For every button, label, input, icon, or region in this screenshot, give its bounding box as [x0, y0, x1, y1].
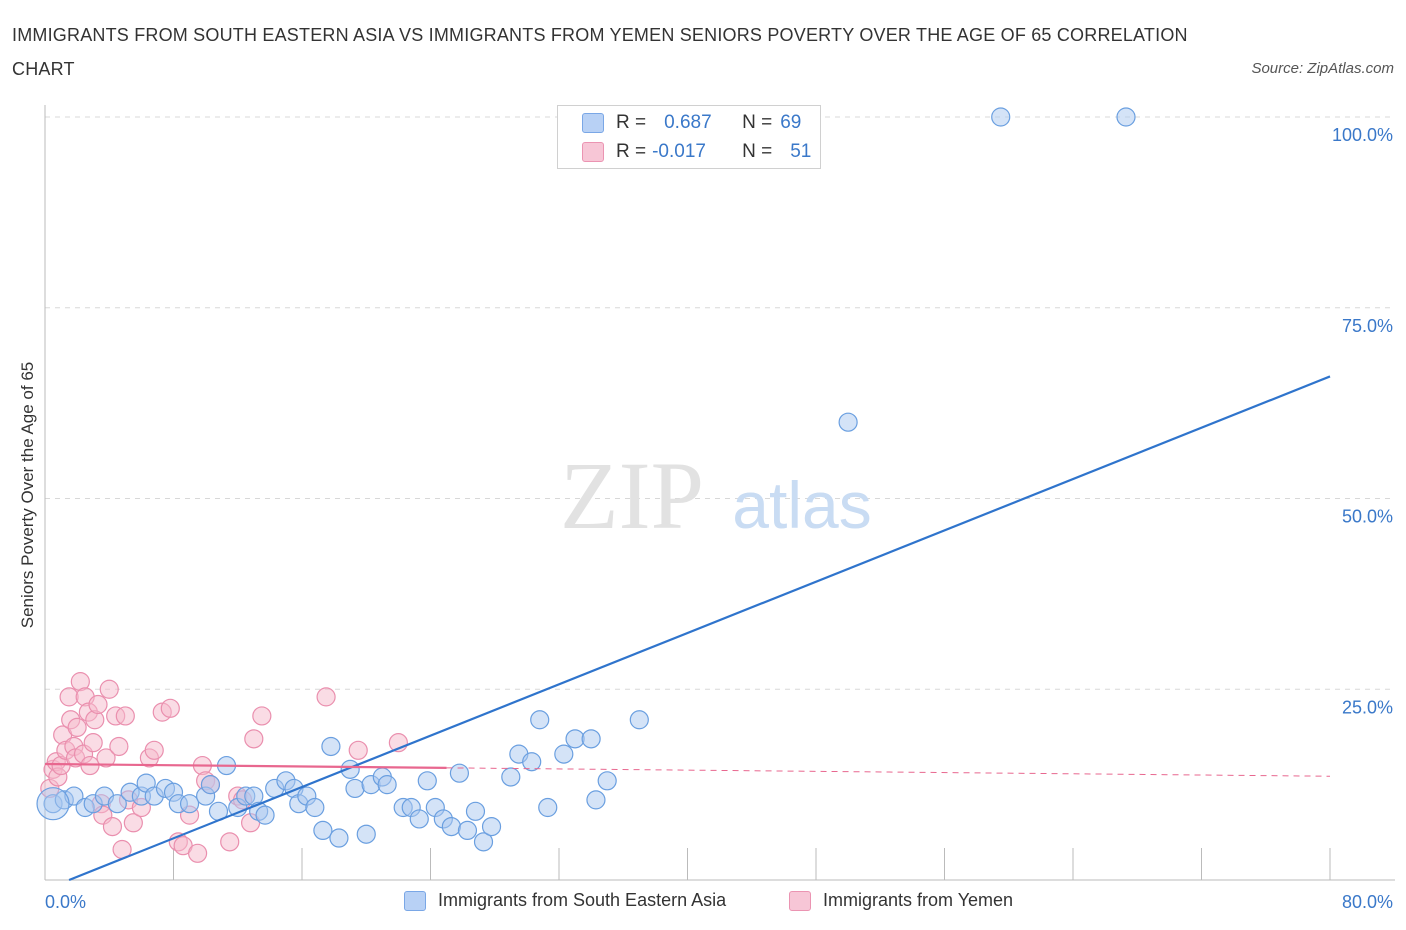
- sea-point-31: [321, 736, 341, 757]
- sea-point-56: [554, 744, 574, 764]
- yemen-point-11: [67, 717, 87, 738]
- legend-r-value-blue: 0.687: [664, 112, 712, 133]
- sea-point-16: [200, 775, 221, 795]
- source-label: Source: ZipAtlas.com: [1251, 60, 1394, 77]
- sea-point-60: [597, 771, 617, 791]
- trend-line-yemen-solid: [44, 762, 447, 769]
- series-legend-swatch-pink: [789, 890, 811, 911]
- axes: [44, 105, 1395, 881]
- watermark: ZIP atlas: [560, 442, 872, 549]
- legend-r-value-pink: -0.017: [652, 141, 706, 162]
- sea-point-38: [377, 775, 397, 795]
- legend-swatch-blue: [582, 113, 604, 133]
- sea-point-53: [522, 752, 542, 772]
- legend-row-pink: R = -0.017 N = 51: [582, 138, 811, 166]
- trend-line-sea: [68, 375, 1331, 882]
- tick-labels: 25.0% 50.0% 75.0% 100.0% 0.0% 80.0%: [45, 125, 1393, 912]
- yemen-point-49: [316, 687, 336, 707]
- yemen-point-17: [83, 733, 103, 753]
- legend-n-label-pink: N =: [742, 141, 773, 162]
- grid-lines: [45, 116, 1395, 690]
- sea-point-41: [409, 809, 429, 829]
- sea-point-55: [538, 797, 558, 818]
- yemen-point-43: [220, 832, 240, 852]
- sea-point-30: [313, 820, 333, 841]
- sea-point-49: [473, 832, 494, 852]
- yemen-point-26: [109, 736, 129, 757]
- sea-point-48: [465, 801, 486, 821]
- sea-point-cluster: [36, 787, 70, 821]
- series-legend: Immigrants from South Eastern Asia Immig…: [0, 890, 1406, 914]
- trend-line-yemen-dashed: [446, 767, 1331, 777]
- sea-point-14: [179, 794, 200, 814]
- series-legend-item-pink: Immigrants from Yemen: [789, 890, 1013, 911]
- sea-point-62: [838, 412, 858, 432]
- yemen-point-50: [348, 740, 368, 760]
- sea-point-54: [530, 710, 550, 730]
- legend-n-label-blue: N =: [742, 112, 773, 133]
- legend-n-value-blue: 69: [780, 112, 802, 133]
- sea-point-46: [449, 763, 470, 783]
- y-tick-label-0: 25.0%: [1342, 697, 1393, 717]
- yemen-point-35: [160, 698, 180, 718]
- legend-swatch-pink: [582, 142, 604, 162]
- yemen-point-24: [102, 816, 123, 837]
- yemen-point-30: [123, 813, 143, 833]
- sea-point-45: [441, 816, 461, 837]
- x-tick-label-max: 80.0%: [1342, 892, 1393, 912]
- series-legend-label-blue: Immigrants from South Eastern Asia: [438, 890, 727, 910]
- sea-point-42: [417, 771, 437, 791]
- sea-point-61: [629, 710, 649, 730]
- y-tick-label-2: 75.0%: [1342, 316, 1393, 336]
- sea-point-51: [501, 767, 521, 787]
- legend-n-value-pink: 51: [790, 141, 812, 162]
- watermark-atlas: atlas: [732, 468, 871, 542]
- sea-point-23: [255, 805, 275, 825]
- legend-row-blue: R = 0.687 N = 69: [582, 109, 801, 137]
- sea-point-34: [345, 778, 365, 799]
- chart-title: IMMIGRANTS FROM SOUTH EASTERN ASIA VS IM…: [12, 25, 1188, 79]
- sea-point-35: [356, 824, 376, 844]
- series-legend-swatch-blue: [404, 890, 426, 911]
- trend-lines: [44, 375, 1331, 882]
- sea-point-57: [565, 729, 585, 749]
- yemen-point-28: [115, 706, 135, 726]
- yemen-point-47: [244, 729, 264, 749]
- watermark-zip: ZIP: [560, 442, 704, 549]
- sea-point-29: [305, 797, 325, 818]
- data-points: [36, 107, 1136, 863]
- legend-r-label-pink: R =: [616, 141, 647, 162]
- yemen-point-7: [59, 687, 79, 707]
- correlation-legend: R = 0.687 N = 69 R = -0.017 N = 51: [557, 105, 821, 169]
- y-tick-label-1: 50.0%: [1342, 507, 1393, 527]
- yemen-point-33: [144, 740, 164, 760]
- sea-point-63: [991, 107, 1011, 127]
- series-legend-label-pink: Immigrants from Yemen: [823, 890, 1014, 910]
- y-tick-label-3: 100.0%: [1332, 125, 1393, 145]
- yemen-point-39: [187, 843, 208, 863]
- sea-point-47: [457, 820, 478, 841]
- sea-point-59: [586, 790, 606, 810]
- sea-point-6: [107, 794, 127, 814]
- sea-point-50: [481, 816, 502, 837]
- yemen-point-22: [96, 748, 116, 768]
- sea-point-32: [329, 828, 349, 848]
- yemen-point-19: [88, 694, 108, 715]
- sea-point-2: [64, 786, 84, 806]
- sea-point-58: [581, 729, 601, 749]
- legend-r-label-blue: R =: [616, 112, 647, 133]
- yemen-point-23: [99, 679, 119, 699]
- x-tick-label-min: 0.0%: [45, 892, 86, 912]
- sea-point-64: [1116, 107, 1136, 127]
- series-legend-item-blue: Immigrants from South Eastern Asia: [404, 890, 726, 911]
- yemen-point-48: [252, 706, 272, 726]
